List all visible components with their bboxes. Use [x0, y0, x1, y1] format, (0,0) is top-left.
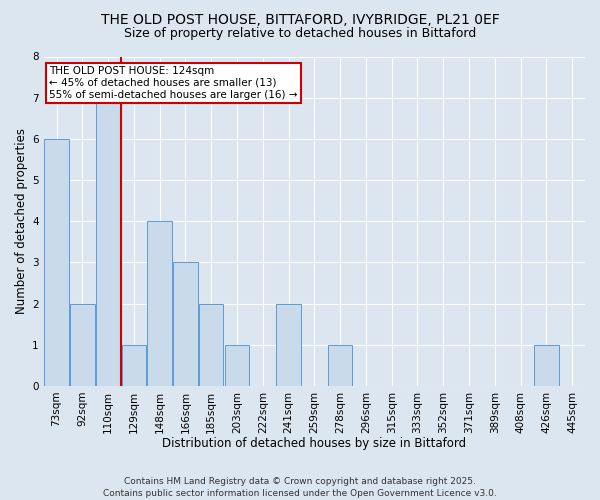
Bar	[225, 344, 249, 386]
Bar	[328, 344, 352, 386]
Bar	[148, 221, 172, 386]
Text: Contains HM Land Registry data © Crown copyright and database right 2025.
Contai: Contains HM Land Registry data © Crown c…	[103, 476, 497, 498]
X-axis label: Distribution of detached houses by size in Bittaford: Distribution of detached houses by size …	[162, 437, 466, 450]
Text: Size of property relative to detached houses in Bittaford: Size of property relative to detached ho…	[124, 28, 476, 40]
Bar	[173, 262, 197, 386]
Bar	[70, 304, 95, 386]
Bar	[534, 344, 559, 386]
Bar	[96, 98, 121, 386]
Bar	[122, 344, 146, 386]
Bar	[277, 304, 301, 386]
Text: THE OLD POST HOUSE: 124sqm
← 45% of detached houses are smaller (13)
55% of semi: THE OLD POST HOUSE: 124sqm ← 45% of deta…	[49, 66, 298, 100]
Text: THE OLD POST HOUSE, BITTAFORD, IVYBRIDGE, PL21 0EF: THE OLD POST HOUSE, BITTAFORD, IVYBRIDGE…	[101, 12, 499, 26]
Bar	[44, 139, 69, 386]
Bar	[199, 304, 223, 386]
Y-axis label: Number of detached properties: Number of detached properties	[15, 128, 28, 314]
